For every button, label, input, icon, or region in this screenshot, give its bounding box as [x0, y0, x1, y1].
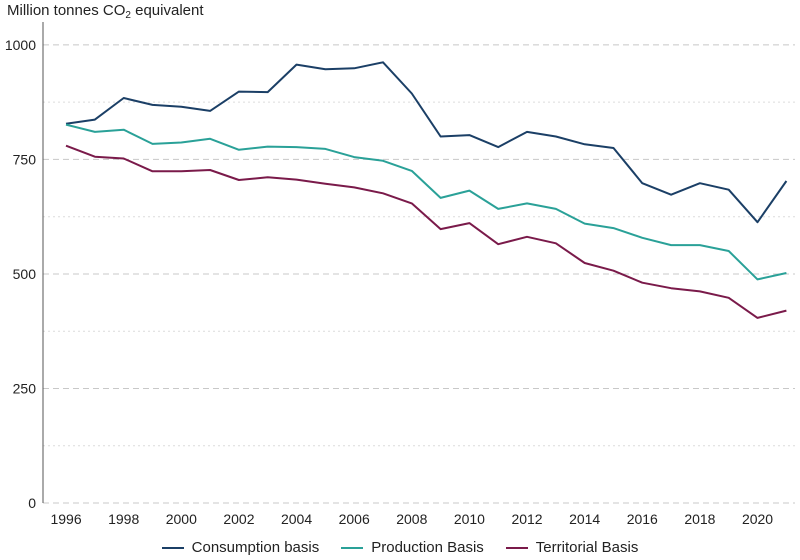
y-axis-unit-subscript: 2	[125, 10, 131, 21]
legend-item: Production Basis	[341, 539, 484, 556]
y-tick-label: 750	[13, 151, 37, 167]
legend-label: Territorial Basis	[535, 539, 639, 556]
chart-legend: Consumption basis Production Basis Territo…	[0, 539, 800, 556]
y-axis-unit-text: Million tonnes CO	[7, 2, 126, 19]
x-tick-label: 1998	[108, 511, 139, 527]
x-tick-label: 2014	[569, 511, 600, 527]
x-tick-label: 1996	[50, 511, 81, 527]
x-tick-label: 2002	[223, 511, 254, 527]
legend-item: Territorial Basis	[505, 539, 639, 556]
legend-swatch	[341, 546, 364, 549]
y-tick-label: 250	[13, 380, 37, 396]
x-tick-label: 2006	[339, 511, 370, 527]
x-tick-label: 2018	[684, 511, 715, 527]
x-tick-label: 2020	[742, 511, 773, 527]
series-line-production-basis	[65, 123, 787, 281]
x-tick-label: 2000	[166, 511, 197, 527]
x-tick-label: 2016	[627, 511, 658, 527]
x-tick-label: 2004	[281, 511, 312, 527]
y-axis-unit-label: Million tonnes CO2 equivalent	[7, 2, 204, 21]
y-tick-label: 500	[13, 266, 37, 282]
y-tick-label: 1000	[5, 37, 36, 53]
y-tick-label: 0	[28, 495, 36, 511]
legend-label: Consumption basis	[191, 539, 320, 556]
x-tick-label: 2010	[454, 511, 485, 527]
legend-label: Production Basis	[371, 539, 484, 556]
x-tick-label: 2008	[396, 511, 427, 527]
series-line-territorial-basis	[65, 144, 787, 319]
series-line-consumption-basis	[65, 61, 788, 224]
legend-item: Consumption basis	[161, 539, 320, 556]
y-axis-unit-suffix: equivalent	[130, 2, 204, 19]
x-tick-label: 2012	[511, 511, 542, 527]
line-chart: 0 250 500 750 1000 1996 1998 2000 2002 2004 2006 20…	[5, 22, 795, 527]
legend-swatch	[505, 546, 528, 549]
legend-swatch	[161, 546, 184, 549]
